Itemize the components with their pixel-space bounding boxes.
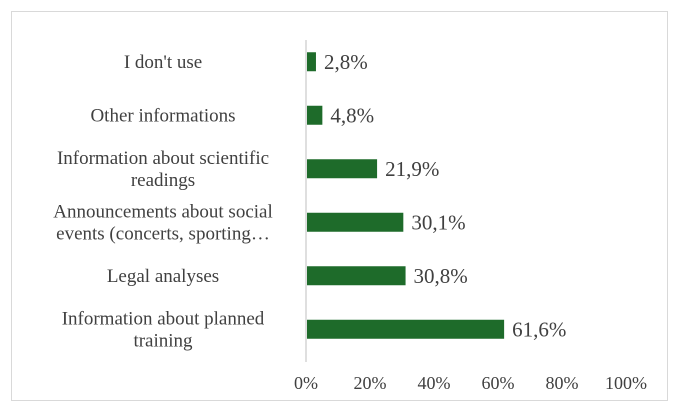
bar (307, 159, 378, 179)
data-label: 2,8% (324, 50, 368, 74)
category-label: Information about scientific readings (57, 148, 269, 191)
bar (307, 52, 316, 72)
x-tick-label: 100% (605, 373, 647, 393)
category-label: I don't use (124, 52, 202, 73)
category-label: Announcements about social events (concer… (53, 201, 273, 244)
x-tick-label: 20% (354, 373, 387, 393)
category-label: Legal analyses (107, 266, 219, 287)
bar (307, 319, 505, 339)
bar (307, 105, 323, 125)
bar (307, 266, 406, 286)
data-label: 30,1% (411, 210, 465, 234)
data-label: 30,8% (414, 264, 468, 288)
x-tick-label: 60% (482, 373, 515, 393)
category-label: Other informations (90, 105, 235, 126)
bar (307, 212, 404, 232)
data-label: 4,8% (330, 103, 374, 127)
category-label: Information about planned training (62, 308, 265, 351)
data-label: 21,9% (385, 157, 439, 181)
x-tick-label: 40% (418, 373, 451, 393)
x-tick-label: 0% (294, 373, 318, 393)
x-tick-label: 80% (546, 373, 579, 393)
data-label: 61,6% (512, 317, 566, 341)
